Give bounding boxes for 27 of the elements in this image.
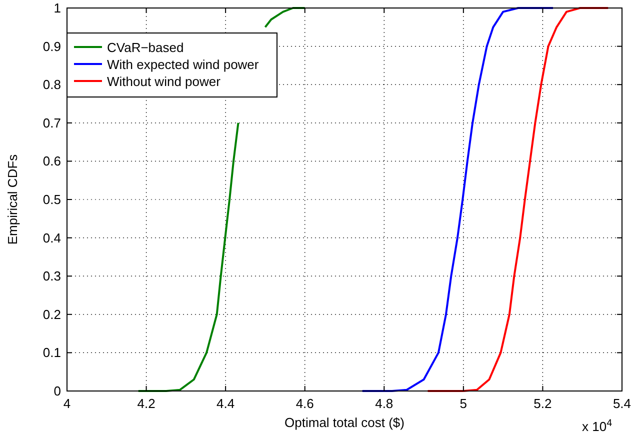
x-tick-label: 5.2	[534, 396, 552, 411]
y-tick-label: 0.4	[42, 230, 61, 246]
y-tick-label: 0.6	[42, 154, 61, 169]
y-tick-label: 1	[54, 0, 61, 16]
legend-label: CVaR−based	[107, 40, 184, 55]
x-tick-label: 4.8	[375, 396, 394, 411]
legend-label: With expected wind power	[107, 57, 260, 72]
x-tick-label: 4.2	[137, 396, 156, 411]
y-tick-label: 0.1	[42, 345, 61, 360]
y-tick-label: 0.7	[42, 115, 61, 130]
x-tick-label: 4.4	[216, 396, 235, 411]
y-tick-label: 0.5	[42, 192, 61, 207]
x-tick-label: 5	[460, 396, 468, 411]
line-series	[361, 7, 554, 392]
y-axis-title: Empirical CDFs	[5, 154, 20, 245]
y-tick-label: 0.2	[42, 306, 61, 322]
legend-label: Without wind power	[107, 74, 222, 89]
text: x 10$^{4}$	[582, 418, 613, 434]
y-tick-label: 0.8	[42, 77, 61, 92]
x-tick-label: 4	[63, 396, 71, 411]
x-tick-label: 4.6	[296, 396, 314, 411]
y-tick-label: 0.3	[42, 268, 61, 284]
y-tick-label: 0	[54, 384, 61, 398]
line-series	[426, 7, 610, 392]
y-tick-label: 0.9	[42, 38, 61, 54]
x-tick-label: 5.4	[612, 396, 632, 411]
x-axis-title: Optimal total cost ($)	[284, 415, 404, 430]
